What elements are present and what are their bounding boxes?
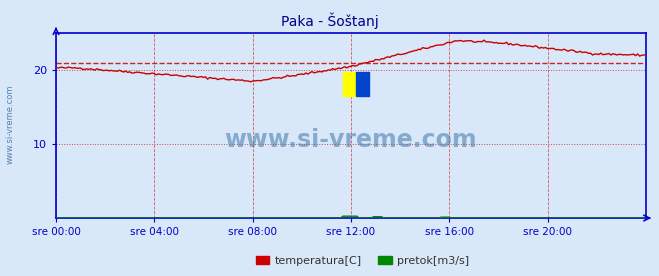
Legend: temperatura[C], pretok[m3/s]: temperatura[C], pretok[m3/s] (251, 251, 474, 270)
Text: www.si-vreme.com: www.si-vreme.com (225, 128, 477, 152)
Bar (343, 72, 357, 96)
Bar (357, 72, 369, 96)
Text: www.si-vreme.com: www.si-vreme.com (5, 84, 14, 164)
Text: Paka - Šoštanj: Paka - Šoštanj (281, 12, 378, 29)
